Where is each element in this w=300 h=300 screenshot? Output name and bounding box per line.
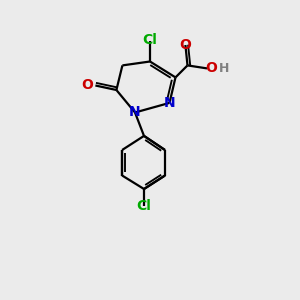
Text: N: N bbox=[129, 106, 141, 119]
Text: Cl: Cl bbox=[136, 199, 152, 212]
Text: O: O bbox=[206, 61, 218, 75]
Text: Cl: Cl bbox=[142, 34, 158, 47]
Text: N: N bbox=[164, 96, 175, 110]
Text: H: H bbox=[219, 61, 229, 75]
Text: O: O bbox=[179, 38, 191, 52]
Text: O: O bbox=[82, 78, 94, 92]
